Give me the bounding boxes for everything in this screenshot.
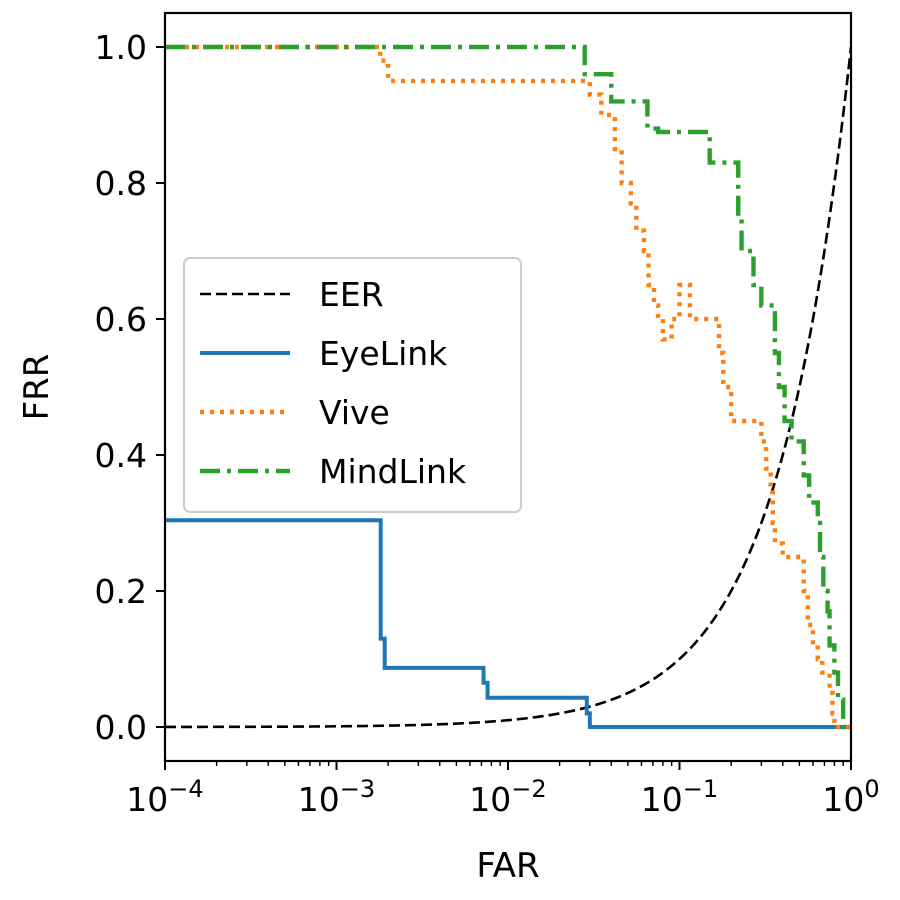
series-line-mindlink bbox=[165, 44, 851, 730]
x-tick-label: 10−3 bbox=[298, 775, 375, 819]
legend-box bbox=[183, 257, 522, 513]
y-axis-label: FRR bbox=[17, 354, 57, 421]
y-tick-label: 0.8 bbox=[95, 164, 147, 203]
series-layer bbox=[165, 44, 851, 730]
legend-label-vive: Vive bbox=[319, 393, 390, 432]
legend-label-eer: EER bbox=[319, 275, 384, 314]
legend-label-eyelink: EyeLink bbox=[319, 334, 448, 373]
y-tick-label: 0.0 bbox=[95, 708, 147, 747]
x-tick-label: 10−4 bbox=[126, 775, 203, 819]
x-tick-label: 100 bbox=[822, 775, 879, 819]
y-tick-label: 0.2 bbox=[95, 572, 147, 611]
x-axis-label: FAR bbox=[476, 846, 539, 886]
legend: EER EyeLink Vive MindLink bbox=[183, 257, 522, 513]
series-line-eer bbox=[165, 46, 851, 729]
legend-label-mindlink: MindLink bbox=[319, 452, 467, 491]
series-line-vive bbox=[165, 44, 851, 730]
y-tick-label: 0.4 bbox=[95, 436, 147, 475]
y-tick-label: 0.6 bbox=[95, 300, 147, 339]
x-tick-label: 10−1 bbox=[641, 775, 718, 819]
ticks-layer: 0.0 0.2 0.4 0.6 0.8 1.0 10−4 10−3 10−2 10−1 100 bbox=[95, 28, 880, 819]
y-tick-label: 1.0 bbox=[95, 28, 147, 67]
series-line-eyelink bbox=[165, 518, 851, 729]
x-tick-label: 10−2 bbox=[469, 775, 546, 819]
